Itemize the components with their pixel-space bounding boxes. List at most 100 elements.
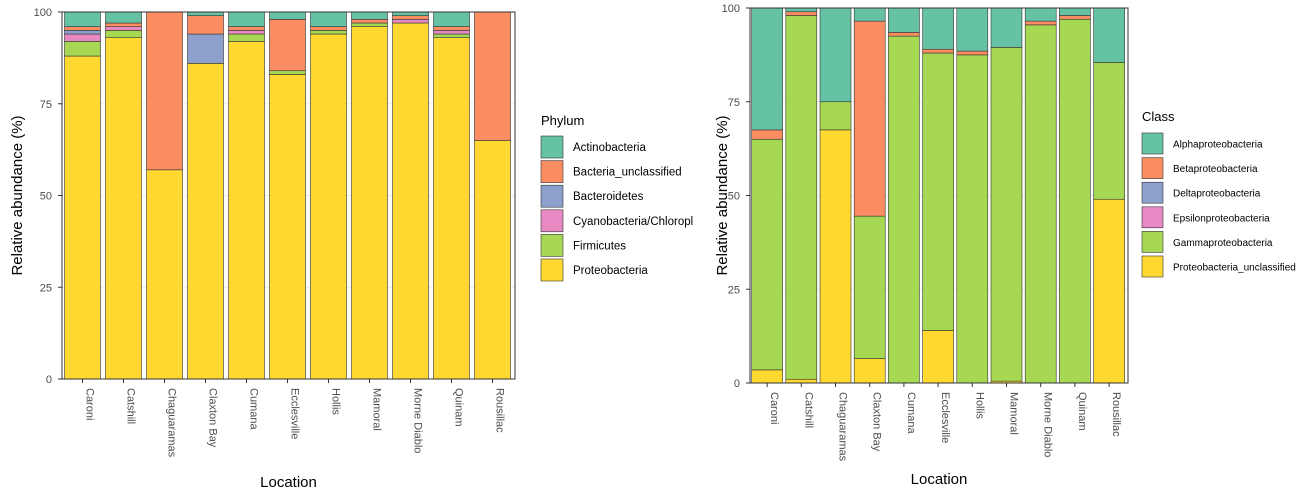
bar-segment-morne-diablo-betaproteobacteria	[1024, 20, 1057, 26]
bar-segment-rousillac-bacteria-unclassified	[474, 11, 511, 141]
bar-segment-quinam-proteobacteria	[433, 37, 470, 380]
bar-segment-mamoral-actinobacteria	[351, 11, 388, 20]
x-tick-label: Mamoral	[371, 388, 383, 431]
bar-segment-hollis-betaproteobacteria	[956, 50, 989, 56]
bar-segment-caroni-cyanobacteria-chloroplast	[64, 33, 101, 42]
legend-label-actinobacteria: Actinobacteria	[573, 142, 646, 154]
bar-segment-hollis-firmicutes	[310, 30, 347, 35]
bar-segment-morne-diablo-actinobacteria	[392, 11, 429, 16]
legend-swatch-firmicutes	[540, 234, 564, 257]
bar-segment-mamoral-proteobacteria	[351, 26, 388, 380]
bar-segment-caroni-gammaproteobacteria	[751, 138, 783, 371]
bar-segment-claxton-bay-bacteria-unclassified	[187, 15, 224, 35]
y-axis-title: Relative abundance (%)	[9, 115, 26, 275]
legend-label-gammaproteobacteria: Gammaproteobacteria	[1173, 238, 1273, 249]
bar-segment-mamoral-bacteria-unclassified	[351, 19, 388, 24]
bar-segment-claxton-bay-proteobacteria	[187, 63, 224, 380]
y-tick-label: 100	[722, 3, 740, 15]
bar-segment-cumana-cyanobacteria-chloroplast	[228, 30, 265, 35]
x-tick-label: Morne Diablo	[412, 388, 424, 453]
x-tick-label: Mamoral	[1008, 392, 1020, 435]
bar-segment-hollis-actinobacteria	[310, 11, 347, 27]
bar-segment-quinam-bacteria-unclassified	[433, 26, 470, 31]
legend-swatch-proteobacteria	[540, 258, 564, 282]
x-tick-label: Rousillac	[1110, 392, 1122, 437]
bar-segment-caroni-actinobacteria	[64, 11, 101, 27]
x-tick-label: Hollis	[330, 388, 342, 415]
x-tick-label: Quinam	[453, 388, 465, 427]
y-tick-label: 0	[46, 374, 52, 386]
bar-segment-mamoral-gammaproteobacteria	[990, 47, 1023, 382]
bar-segment-mamoral-alphaproteobacteria	[990, 7, 1023, 48]
bar-segment-catshill-cyanobacteria-chloroplast	[105, 26, 142, 31]
bar-segment-ecclesville-bacteria-unclassified	[269, 19, 306, 72]
legend-swatch-proteobacteria-unclassified	[1141, 255, 1164, 278]
legend-label-alphaproteobacteria: Alphaproteobacteria	[1173, 140, 1263, 151]
legend-label-epsilonproteobacteria: Epsilonproteobacteria	[1173, 213, 1270, 224]
legend-swatch-actinobacteria	[540, 135, 564, 159]
bar-segment-mamoral-firmicutes	[351, 22, 388, 27]
bar-segment-morne-diablo-alphaproteobacteria	[1024, 7, 1057, 22]
y-tick-label: 25	[728, 284, 740, 296]
legend-label-betaproteobacteria: Betaproteobacteria	[1173, 164, 1258, 175]
bar-segment-caroni-bacteroidetes	[64, 30, 101, 35]
legend-label-proteobacteria-unclassified: Proteobacteria_unclassified	[1173, 263, 1296, 274]
x-tick-label: Cumana	[905, 392, 917, 434]
legend-swatch-epsilonproteobacteria	[1141, 206, 1164, 229]
bar-segment-claxton-bay-betaproteobacteria	[853, 20, 886, 217]
bar-segment-claxton-bay-gammaproteobacteria	[853, 215, 886, 359]
bar-segment-catshill-actinobacteria	[105, 11, 142, 24]
x-tick-label: Caroni	[768, 392, 780, 424]
bar-segment-morne-diablo-proteobacteria	[392, 22, 429, 380]
bar-segment-rousillac-alphaproteobacteria	[1093, 7, 1125, 63]
bar-segment-cumana-proteobacteria	[228, 41, 265, 380]
legend-label-firmicutes: Firmicutes	[573, 240, 626, 252]
bar-segment-ecclesville-proteobacteria-unclassified	[922, 330, 954, 384]
x-tick-label: Hollis	[973, 392, 985, 419]
bar-segment-quinam-cyanobacteria-chloroplast	[433, 30, 470, 35]
x-axis-title: Location	[260, 474, 317, 491]
bar-segment-catshill-proteobacteria	[105, 37, 142, 380]
bar-segment-catshill-alphaproteobacteria	[785, 7, 818, 13]
legend-label-bacteroidetes: Bacteroidetes	[573, 191, 644, 203]
x-tick-label: Ecclesville	[289, 388, 301, 439]
x-tick-label: Chaguaramas	[166, 388, 178, 458]
bar-segment-claxton-bay-proteobacteria-unclassified	[853, 358, 886, 384]
class-chart: 0 25 50 75 100 Caroni Catshill Chaguaramas Claxt…	[714, 3, 1296, 488]
bar-segment-hollis-bacteria-unclassified	[310, 26, 347, 31]
legend-swatch-bacteria-unclassified	[540, 160, 564, 183]
bar-segment-cumana-actinobacteria	[228, 11, 265, 27]
bar-segment-caroni-betaproteobacteria	[751, 129, 783, 140]
x-tick-label: Quinam	[1076, 392, 1088, 431]
bar-segment-ecclesville-firmicutes	[269, 70, 306, 75]
x-tick-label: Cumana	[248, 388, 260, 430]
bar-segment-ecclesville-actinobacteria	[269, 11, 306, 20]
bar-segment-catshill-firmicutes	[105, 30, 142, 38]
legend-swatch-bacteroidetes	[540, 184, 564, 208]
legend-title: Phylum	[541, 113, 584, 128]
bar-segment-quinam-betaproteobacteria	[1059, 15, 1091, 20]
bar-segment-chaguaramas-proteobacteria-unclassified	[819, 129, 852, 384]
x-tick-label: Claxton Bay	[207, 388, 219, 448]
x-tick-label: Catshill	[125, 388, 137, 424]
bar-segment-ecclesville-proteobacteria	[269, 74, 306, 380]
bar-segment-ecclesville-alphaproteobacteria	[922, 7, 954, 50]
bar-segment-quinam-gammaproteobacteria	[1059, 18, 1091, 384]
bar-segment-morne-diablo-cyanobacteria-chloroplast	[392, 19, 429, 24]
bar-segment-cumana-gammaproteobacteria	[888, 35, 920, 384]
bar-segment-ecclesville-betaproteobacteria	[922, 48, 954, 54]
bar-segment-hollis-gammaproteobacteria	[956, 54, 989, 384]
x-tick-label: Ecclesville	[939, 392, 951, 443]
legend-swatch-cyanobacteria-chloropl	[540, 209, 564, 233]
bar-segment-catshill-proteobacteria-unclassified	[785, 378, 818, 384]
bar-segment-hollis-alphaproteobacteria	[956, 7, 989, 52]
bar-segment-hollis-proteobacteria	[310, 33, 347, 380]
legend-swatch-deltaproteobacteria	[1141, 181, 1164, 204]
bar-segment-claxton-bay-alphaproteobacteria	[853, 7, 886, 22]
bar-segment-morne-diablo-bacteria-unclassified	[392, 15, 429, 20]
bar-segment-rousillac-gammaproteobacteria	[1093, 62, 1125, 200]
bar-segment-chaguaramas-alphaproteobacteria	[819, 7, 852, 103]
y-tick-label: 0	[734, 378, 740, 390]
bar-segment-claxton-bay-bacteroidetes	[187, 33, 224, 64]
